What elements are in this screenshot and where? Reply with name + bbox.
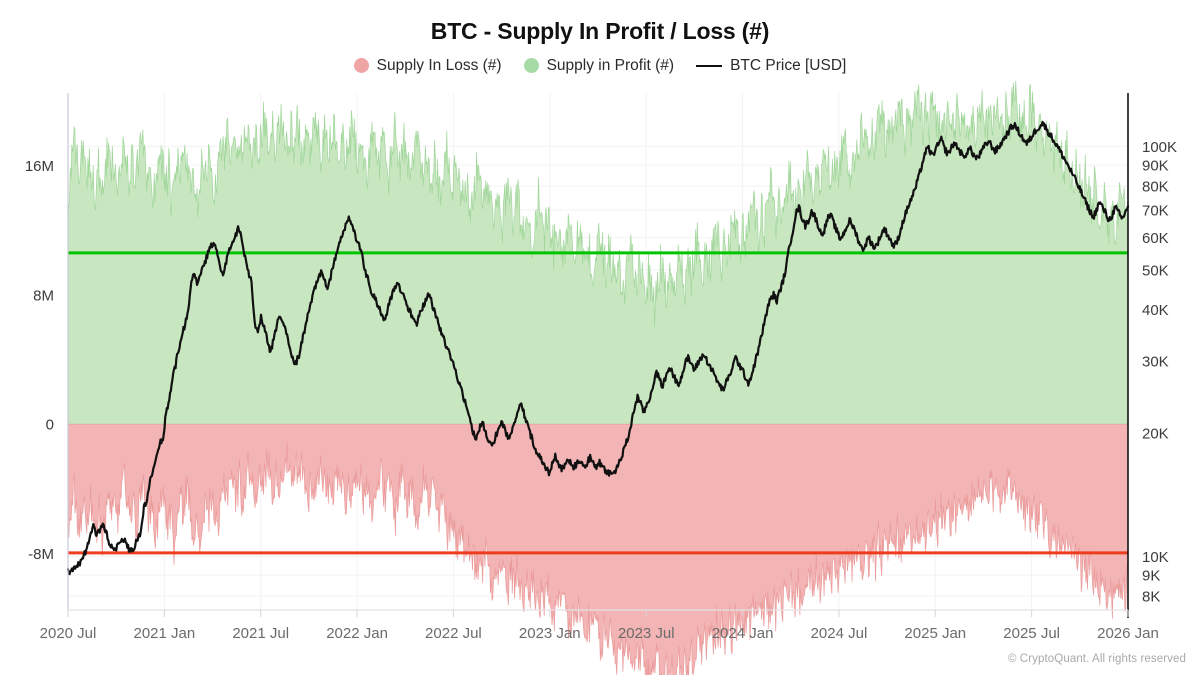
- y-right-tick-label: 8K: [1142, 589, 1160, 606]
- y-left-tick-label: 16M: [25, 158, 54, 175]
- x-tick-label: 2020 Jul: [40, 625, 97, 642]
- x-tick-label: 2022 Jan: [326, 625, 388, 642]
- x-tick-label: 2022 Jul: [425, 625, 482, 642]
- series-supply-in-loss-area: [67, 423, 1129, 675]
- y-right-tick-label: 20K: [1142, 425, 1169, 442]
- x-tick-label: 2023 Jul: [618, 625, 675, 642]
- legend-line-btc-price: [696, 64, 723, 67]
- y-left-tick-label: -8M: [28, 546, 54, 563]
- x-tick-label: 2021 Jul: [232, 625, 289, 642]
- x-tick-label: 2025 Jul: [1003, 625, 1060, 642]
- y-right-tick-label: 100K: [1142, 139, 1177, 156]
- chart-legend: Supply In Loss (#) Supply in Profit (#) …: [0, 58, 1200, 74]
- legend-item-supply-in-loss[interactable]: Supply In Loss (#): [353, 57, 502, 74]
- y-right-tick-label: 90K: [1142, 158, 1169, 175]
- y-right-tick-label: 50K: [1142, 262, 1169, 279]
- y-right-tick-label: 10K: [1142, 549, 1169, 566]
- x-tick-label: 2024 Jan: [712, 625, 774, 642]
- legend-dot-supply-in-loss: [353, 58, 369, 74]
- x-tick-label: 2026 Jan: [1097, 625, 1159, 642]
- y-left-tick-label: 0: [46, 417, 54, 434]
- copyright-footer: © CryptoQuant. All rights reserved: [1007, 653, 1186, 665]
- legend-label-supply-in-loss: Supply In Loss (#): [376, 57, 502, 74]
- y-right-tick-label: 9K: [1142, 568, 1160, 585]
- y-right-tick-label: 80K: [1142, 179, 1169, 196]
- legend-label-supply-in-profit: Supply in Profit (#): [546, 57, 675, 74]
- y-left-tick-label: 8M: [33, 287, 54, 304]
- y-axis-right-ticks: 100K 90K 80K 70K 60K 50K 40K 30K 20K 10K 9K 8K: [1142, 139, 1177, 606]
- y-right-tick-label: 30K: [1142, 353, 1169, 370]
- legend-label-btc-price: BTC Price [USD]: [730, 57, 847, 74]
- y-axis-left-ticks: 16M 8M 0 -8M: [25, 158, 54, 563]
- x-tick-label: 2021 Jan: [133, 625, 195, 642]
- legend-item-supply-in-profit[interactable]: Supply in Profit (#): [523, 57, 675, 74]
- x-tick-label: 2024 Jul: [811, 625, 868, 642]
- y-right-tick-label: 70K: [1142, 202, 1169, 219]
- x-tick-label: 2023 Jan: [519, 625, 581, 642]
- series-btc-price-line: [66, 120, 1130, 576]
- x-axis-ticks: 2020 Jul 2021 Jan 2021 Jul 2022 Jan 2022 Jul…: [40, 610, 1159, 642]
- y-right-tick-label: 60K: [1142, 230, 1169, 247]
- legend-item-btc-price[interactable]: BTC Price [USD]: [696, 58, 846, 74]
- chart-title: BTC - Supply In Profit / Loss (#): [430, 18, 770, 44]
- legend-dot-supply-in-profit: [523, 58, 539, 74]
- x-tick-label: 2025 Jan: [904, 625, 966, 642]
- y-right-tick-label: 40K: [1142, 302, 1169, 319]
